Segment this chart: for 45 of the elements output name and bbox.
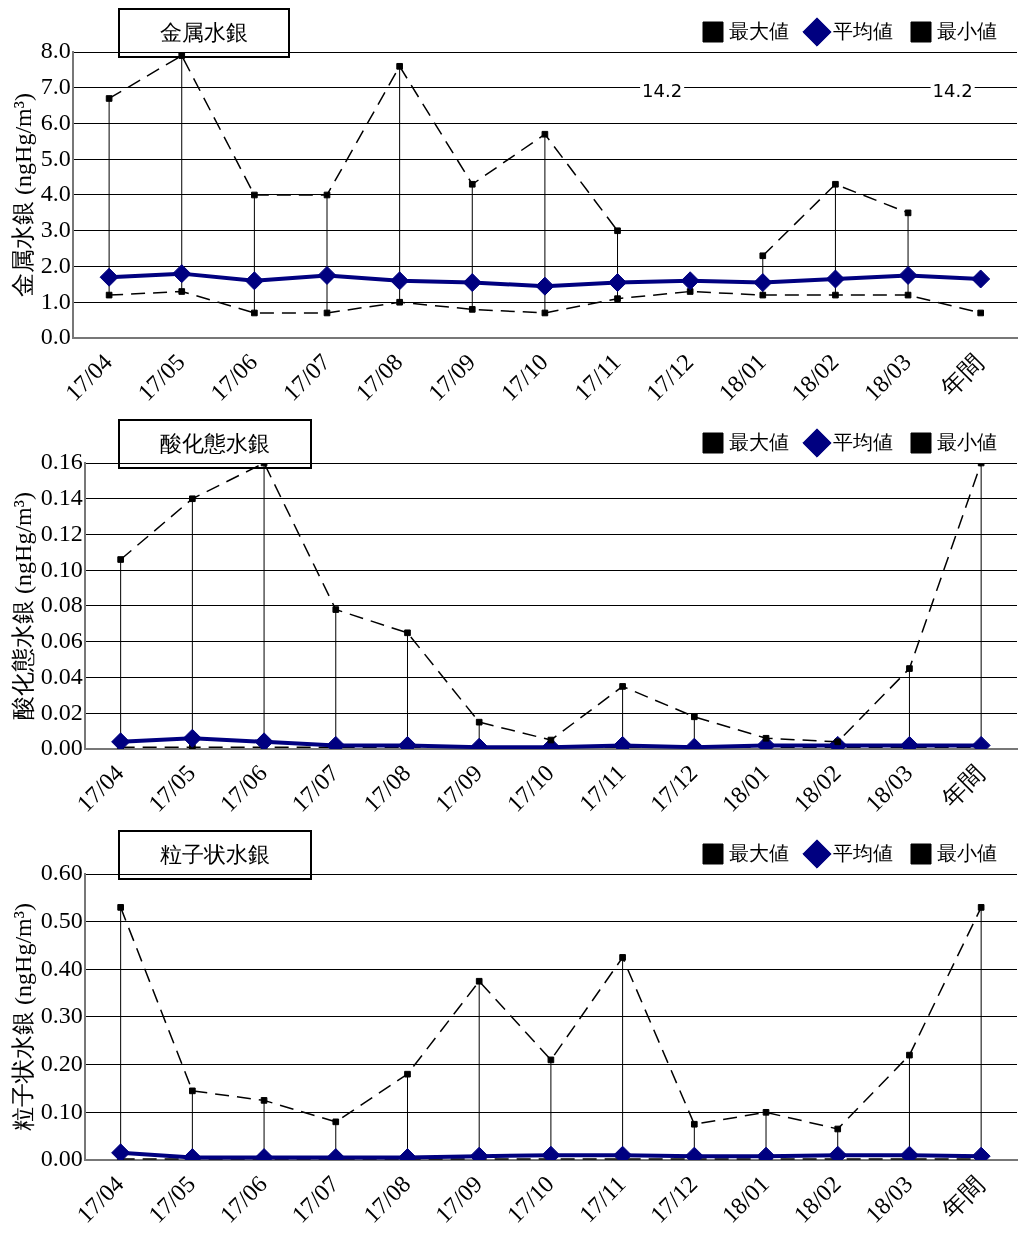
y-tick-label: 0.20 [40, 1049, 83, 1076]
y-tick-label: 0.0 [40, 323, 71, 350]
legend-label: 平均値 [833, 19, 893, 42]
legend-label: 最大値 [729, 841, 789, 864]
y-tick-label: 1.0 [40, 287, 71, 314]
y-tick-label: 7.0 [40, 73, 71, 100]
y-tick-label: 0.40 [40, 954, 83, 981]
y-tick-label: 3.0 [40, 216, 71, 243]
chart-title: 粒子状水銀 [118, 830, 312, 880]
y-axis-title: 粒子状水銀 (ngHg/m³) [9, 903, 36, 1131]
y-tick-label: 0.00 [40, 1145, 83, 1172]
annotation: 14.2 [932, 79, 973, 101]
y-tick-label: 0.08 [40, 591, 83, 618]
y-tick-label: 0.00 [40, 734, 83, 761]
legend-label: 最大値 [729, 19, 789, 42]
legend-label: 最小値 [937, 19, 997, 42]
y-tick-label: 8.0 [40, 37, 71, 64]
legend-label: 最小値 [937, 430, 997, 453]
x-tick-label: 年間 [936, 1170, 990, 1224]
annotation: 14.2 [642, 79, 683, 101]
y-tick-label: 0.14 [40, 484, 83, 511]
x-tick-label: 年間 [936, 348, 989, 402]
legend-label: 最大値 [729, 430, 789, 453]
y-tick-label: 0.50 [40, 906, 83, 933]
y-tick-label: 6.0 [40, 108, 71, 135]
y-axis-title: 金属水銀 (ngHg/m³) [9, 93, 36, 297]
x-tick-label: 年間 [936, 759, 990, 813]
y-tick-label: 2.0 [40, 251, 71, 278]
y-tick-label: 4.0 [40, 180, 71, 207]
y-tick-label: 5.0 [40, 144, 71, 171]
y-tick-label: 0.06 [40, 627, 83, 654]
legend-label: 平均値 [833, 841, 893, 864]
chart-title: 金属水銀 [118, 8, 290, 58]
y-tick-label: 0.04 [40, 662, 83, 689]
y-tick-label: 0.12 [40, 519, 83, 546]
y-axis-title: 酸化態水銀 (ngHg/m³) [9, 492, 36, 720]
legend-label: 最小値 [937, 841, 997, 864]
y-tick-label: 0.10 [40, 555, 83, 582]
y-tick-label: 0.02 [40, 698, 83, 725]
y-tick-label: 0.30 [40, 1002, 83, 1029]
y-tick-label: 0.10 [40, 1097, 83, 1124]
y-tick-label: 0.60 [40, 859, 83, 886]
y-tick-label: 0.16 [40, 448, 83, 475]
legend-label: 平均値 [833, 430, 893, 453]
chart-title: 酸化態水銀 [118, 419, 312, 469]
